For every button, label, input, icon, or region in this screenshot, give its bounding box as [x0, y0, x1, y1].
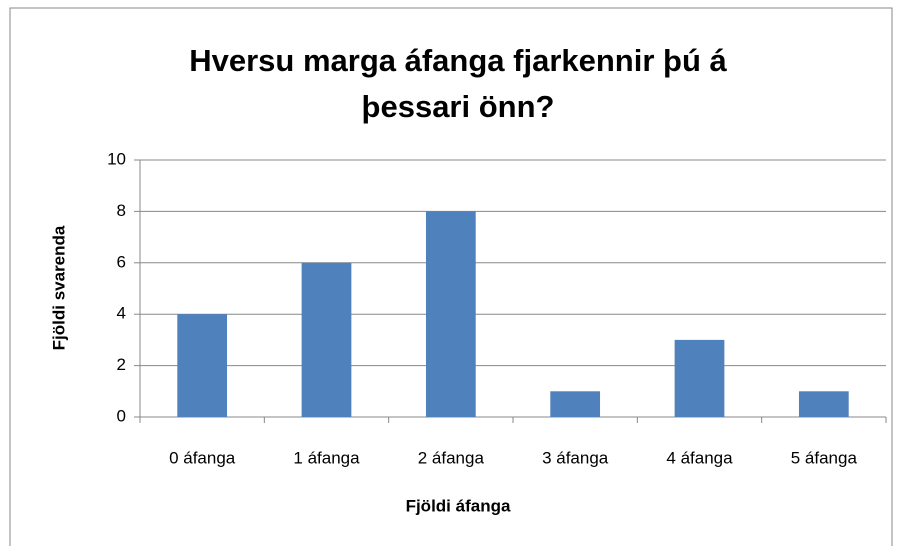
chart-border	[9, 7, 893, 546]
chart-title: Hversu marga áfanga fjarkennir þú á þess…	[189, 43, 727, 124]
bar	[550, 391, 601, 417]
x-tick-label: 4 áfanga	[666, 448, 733, 467]
y-tick-label: 6	[117, 252, 126, 271]
bar	[425, 211, 476, 417]
bar	[177, 314, 228, 417]
y-tick-label: 10	[107, 149, 126, 168]
bar	[674, 339, 725, 417]
x-tick-label: 0 áfanga	[169, 448, 236, 467]
y-tick-label: 4	[117, 304, 126, 323]
y-tick-label: 8	[117, 201, 126, 220]
x-tick-label: 3 áfanga	[542, 448, 609, 467]
y-tick-label: 0	[117, 406, 126, 425]
bar	[301, 262, 352, 417]
y-axis-title: Fjöldi svarenda	[49, 225, 68, 350]
x-tick-label: 1 áfanga	[293, 448, 360, 467]
x-axis-title: Fjöldi áfanga	[406, 496, 511, 515]
x-tick-label: 5 áfanga	[791, 448, 858, 467]
y-tick-label: 2	[117, 355, 126, 374]
bar	[798, 391, 849, 417]
x-tick-label: 2 áfanga	[418, 448, 485, 467]
